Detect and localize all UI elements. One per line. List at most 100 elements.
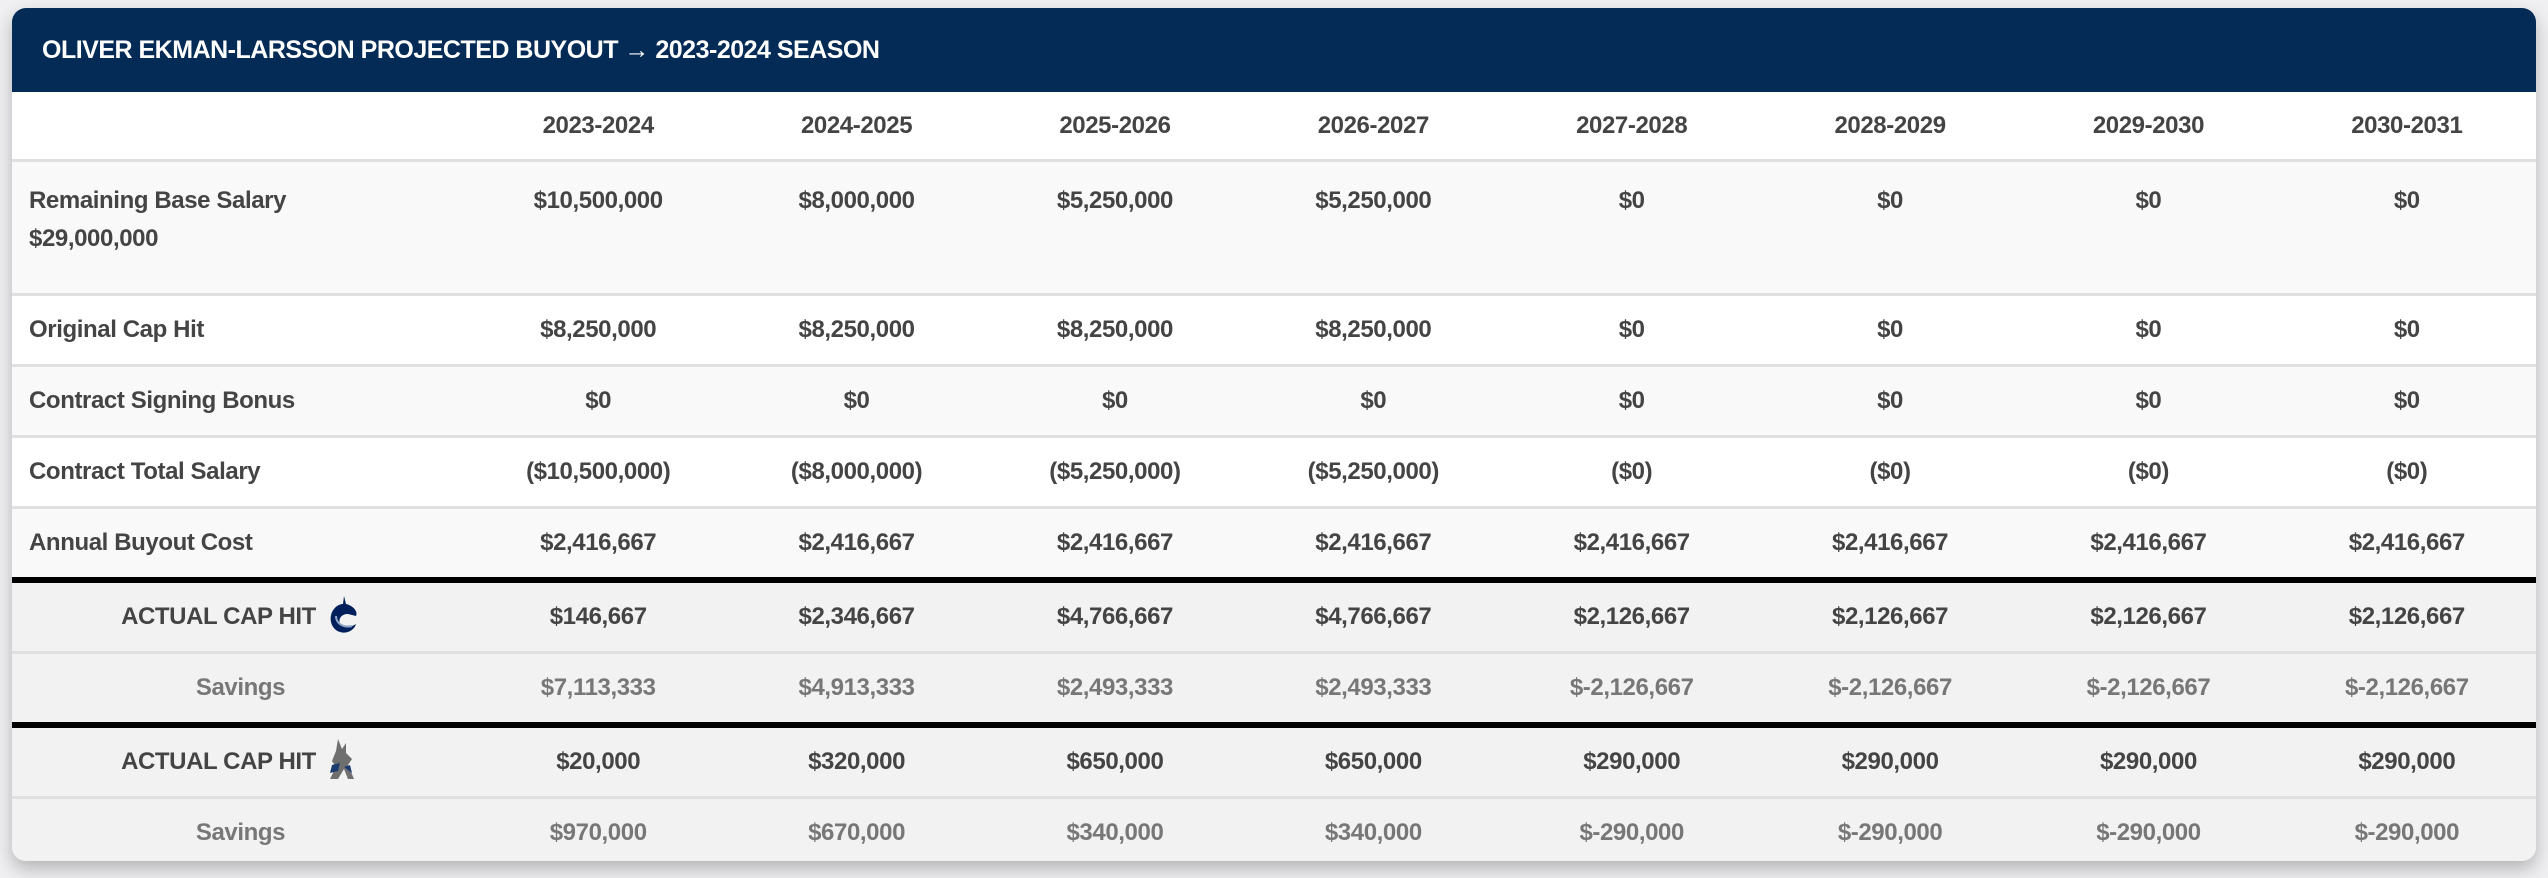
value-cell: $0 [1760,365,2020,438]
value-cell: $340,000 [1244,797,1503,861]
season-header: 2023-2024 [469,92,728,162]
value-cell: $290,000 [2019,722,2278,799]
value-cell: $2,416,667 [1244,507,1503,582]
value-cell: $2,126,667 [1760,577,2020,654]
value-cell: $-2,126,667 [2277,652,2536,727]
value-cell: ($0) [1502,436,1761,509]
value-cell: $320,000 [727,722,986,799]
row-original-cap-hit: Original Cap Hit $8,250,000 $8,250,000 $8,2… [12,294,2536,367]
row-label-text: Savings [195,674,286,701]
value-cell: $0 [2277,365,2536,438]
row-label-text: Contract Total Salary [29,458,261,485]
row-label-text: Remaining Base Salary [29,187,287,214]
row-savings: Savings $970,000 $670,000 $340,000 $340,000 $… [12,797,2536,861]
value-cell: $0 [2277,160,2536,296]
value-cell: ($0) [2019,436,2278,509]
value-cell: $-290,000 [1502,797,1761,861]
card-title: OLIVER EKMAN-LARSSON PROJECTED BUYOUT → … [12,8,2536,92]
value-cell: $650,000 [985,722,1245,799]
value-cell: ($10,500,000) [469,436,728,509]
value-cell: $2,416,667 [1502,507,1761,582]
value-cell: $2,126,667 [2019,577,2278,654]
season-header: 2027-2028 [1502,92,1761,162]
value-cell: ($0) [2277,436,2536,509]
value-cell: $-290,000 [2019,797,2278,861]
value-cell: $0 [2019,160,2278,296]
value-cell: $8,250,000 [985,294,1245,367]
value-cell: $0 [1502,365,1761,438]
buyout-card: OLIVER EKMAN-LARSSON PROJECTED BUYOUT → … [12,8,2536,861]
value-cell: $-2,126,667 [1502,652,1761,727]
row-annual-buyout: Annual Buyout Cost $2,416,667 $2,416,667 $2… [12,507,2536,582]
corner-cell [12,92,469,162]
value-cell: $0 [1760,294,2020,367]
value-cell: $4,913,333 [727,652,986,727]
value-cell: $970,000 [469,797,728,861]
coyotes-logo-icon [324,737,360,788]
value-cell: $2,416,667 [2277,507,2536,582]
value-cell: $2,126,667 [1502,577,1761,654]
value-cell: $2,416,667 [727,507,986,582]
value-cell: $2,416,667 [2019,507,2278,582]
value-cell: $290,000 [1502,722,1761,799]
value-cell: $2,126,667 [2277,577,2536,654]
value-cell: $670,000 [727,797,986,861]
season-header: 2024-2025 [727,92,986,162]
row-remaining-base-salary: Remaining Base Salary $29,000,000 $10,500,… [12,160,2536,296]
value-cell: $2,416,667 [985,507,1245,582]
row-label-text: Original Cap Hit [29,316,204,343]
row-original-cap-hit-label: Original Cap Hit [12,294,469,367]
season-header: 2030-2031 [2277,92,2536,162]
season-header: 2029-2030 [2019,92,2278,162]
row-actual-cap-hit: ACTUAL CAP HIT $146,667 $2,346,667 $4,766,6… [12,577,2536,654]
value-cell: $290,000 [2277,722,2536,799]
row-savings-label: Savings [12,652,469,727]
value-cell: $-2,126,667 [1760,652,2020,727]
value-cell: $0 [469,365,728,438]
value-cell: $2,346,667 [727,577,986,654]
row-total-salary-label: Contract Total Salary [12,436,469,509]
value-cell: $-290,000 [2277,797,2536,861]
value-cell: $0 [727,365,986,438]
row-actual-cap-hit-label: ACTUAL CAP HIT [12,722,469,799]
row-label-text: ACTUAL CAP HIT [121,747,316,775]
row-label-text: Contract Signing Bonus [29,387,295,414]
buyout-table: 2023-2024 2024-2025 2025-2026 2026-2027 … [12,92,2536,861]
row-savings: Savings $7,113,333 $4,913,333 $2,493,333 $2,… [12,652,2536,727]
value-cell: $-290,000 [1760,797,2020,861]
value-cell: $0 [1244,365,1503,438]
value-cell: $2,416,667 [1760,507,2020,582]
value-cell: $0 [2019,365,2278,438]
value-cell: $146,667 [469,577,728,654]
value-cell: $0 [2277,294,2536,367]
season-header: 2028-2029 [1760,92,2020,162]
value-cell: $2,493,333 [985,652,1245,727]
value-cell: $0 [1502,160,1761,296]
value-cell: $0 [2019,294,2278,367]
season-header: 2026-2027 [1244,92,1503,162]
value-cell: $10,500,000 [469,160,728,296]
value-cell: $8,250,000 [1244,294,1503,367]
canucks-logo-icon [324,594,360,641]
remaining-total: $29,000,000 [29,225,159,252]
value-cell: $8,000,000 [727,160,986,296]
value-cell: $-2,126,667 [2019,652,2278,727]
row-label-text: Savings [195,819,286,846]
value-cell: $2,416,667 [469,507,728,582]
row-total-salary: Contract Total Salary ($10,500,000) ($8,00… [12,436,2536,509]
value-cell: ($0) [1760,436,2020,509]
value-cell: $0 [985,365,1245,438]
value-cell: $2,493,333 [1244,652,1503,727]
value-cell: $0 [1502,294,1761,367]
value-cell: $5,250,000 [985,160,1245,296]
value-cell: $290,000 [1760,722,2020,799]
value-cell: ($5,250,000) [1244,436,1503,509]
row-actual-cap-hit-label: ACTUAL CAP HIT [12,577,469,654]
season-header: 2025-2026 [985,92,1245,162]
value-cell: $4,766,667 [985,577,1245,654]
value-cell: $650,000 [1244,722,1503,799]
row-signing-bonus: Contract Signing Bonus $0 $0 $0 $0 $0 $0 $0 $0 [12,365,2536,438]
row-savings-label: Savings [12,797,469,861]
value-cell: ($5,250,000) [985,436,1245,509]
value-cell: $8,250,000 [727,294,986,367]
